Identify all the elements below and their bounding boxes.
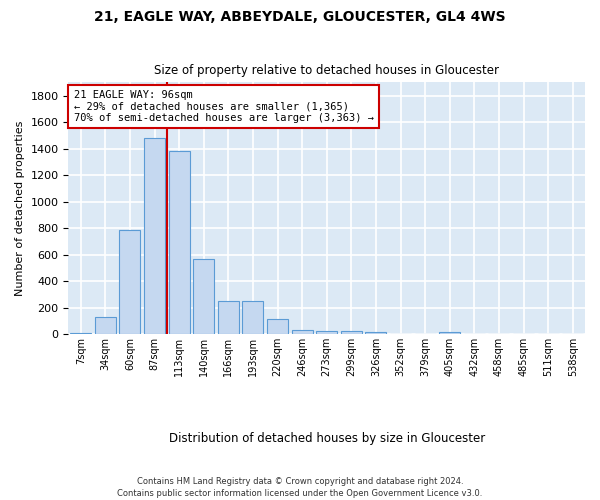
Bar: [242, 302, 263, 334]
Text: Contains HM Land Registry data © Crown copyright and database right 2024.: Contains HM Land Registry data © Crown c…: [137, 478, 463, 486]
Text: 21 EAGLE WAY: 96sqm
← 29% of detached houses are smaller (1,365)
70% of semi-det: 21 EAGLE WAY: 96sqm ← 29% of detached ho…: [74, 90, 374, 123]
Y-axis label: Number of detached properties: Number of detached properties: [15, 120, 25, 296]
Title: Size of property relative to detached houses in Gloucester: Size of property relative to detached ho…: [154, 64, 499, 77]
Bar: [341, 330, 362, 334]
Text: 21, EAGLE WAY, ABBEYDALE, GLOUCESTER, GL4 4WS: 21, EAGLE WAY, ABBEYDALE, GLOUCESTER, GL…: [94, 10, 506, 24]
Bar: [316, 330, 337, 334]
Bar: [365, 332, 386, 334]
Bar: [70, 333, 91, 334]
Bar: [193, 258, 214, 334]
Bar: [439, 332, 460, 334]
Bar: [267, 318, 288, 334]
Bar: [144, 138, 165, 334]
Text: Contains public sector information licensed under the Open Government Licence v3: Contains public sector information licen…: [118, 489, 482, 498]
Bar: [119, 230, 140, 334]
X-axis label: Distribution of detached houses by size in Gloucester: Distribution of detached houses by size …: [169, 432, 485, 445]
Bar: [292, 330, 313, 334]
Bar: [95, 317, 116, 334]
Bar: [218, 302, 239, 334]
Bar: [169, 150, 190, 334]
